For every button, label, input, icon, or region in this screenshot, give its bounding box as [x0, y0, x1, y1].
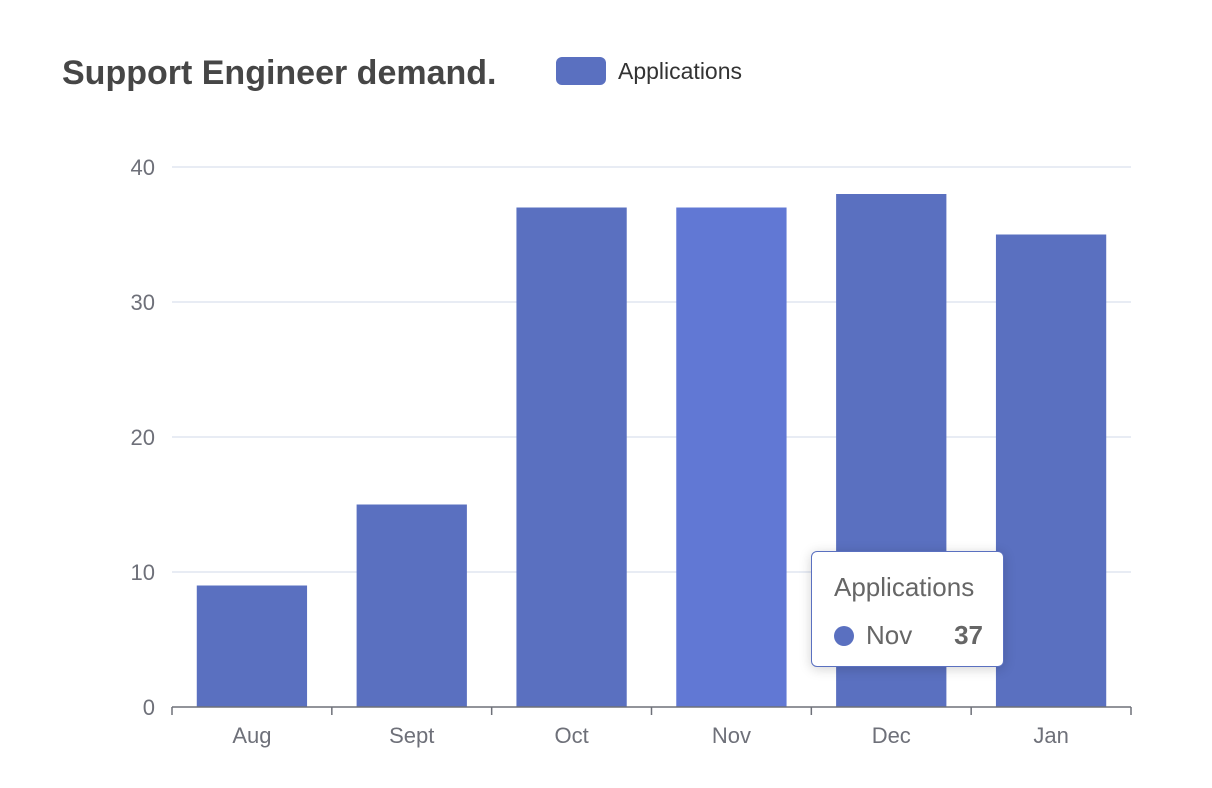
x-tick-label: Nov	[712, 723, 751, 748]
bar-aug[interactable]	[196, 585, 308, 708]
x-tick-label: Oct	[554, 723, 588, 748]
tooltip-value: 37	[954, 620, 983, 650]
x-tick-label: Sept	[389, 723, 434, 748]
legend-swatch	[556, 57, 606, 85]
bar-sept[interactable]	[356, 504, 467, 708]
tooltip: Applications Nov 37	[811, 551, 1004, 667]
y-tick-label: 20	[131, 425, 155, 450]
bar-jan[interactable]	[995, 234, 1107, 708]
legend-label: Applications	[618, 57, 743, 84]
bar-nov[interactable]	[676, 207, 787, 708]
x-tick-label: Aug	[232, 723, 271, 748]
x-axis-labels: Aug Sept Oct Nov Dec Jan	[232, 723, 1068, 748]
x-tick-label: Dec	[872, 723, 911, 748]
bars	[196, 194, 1107, 708]
chart-title: Support Engineer demand.	[62, 54, 497, 92]
tooltip-series-dot	[834, 625, 854, 646]
y-axis-labels: 0 10 20 30 40	[131, 155, 155, 720]
y-tick-label: 10	[131, 560, 155, 585]
tooltip-category: Nov	[866, 620, 913, 650]
tooltip-title: Applications	[834, 572, 975, 602]
x-tick-label: Jan	[1033, 723, 1068, 748]
x-axis	[171, 706, 1132, 715]
legend[interactable]: Applications	[556, 57, 742, 85]
bar-oct[interactable]	[516, 207, 627, 708]
grid-lines	[172, 166, 1131, 573]
y-tick-label: 30	[131, 290, 155, 315]
y-tick-label: 0	[143, 695, 155, 720]
tooltip-row: Nov 37	[834, 620, 983, 651]
y-tick-label: 40	[131, 155, 155, 180]
